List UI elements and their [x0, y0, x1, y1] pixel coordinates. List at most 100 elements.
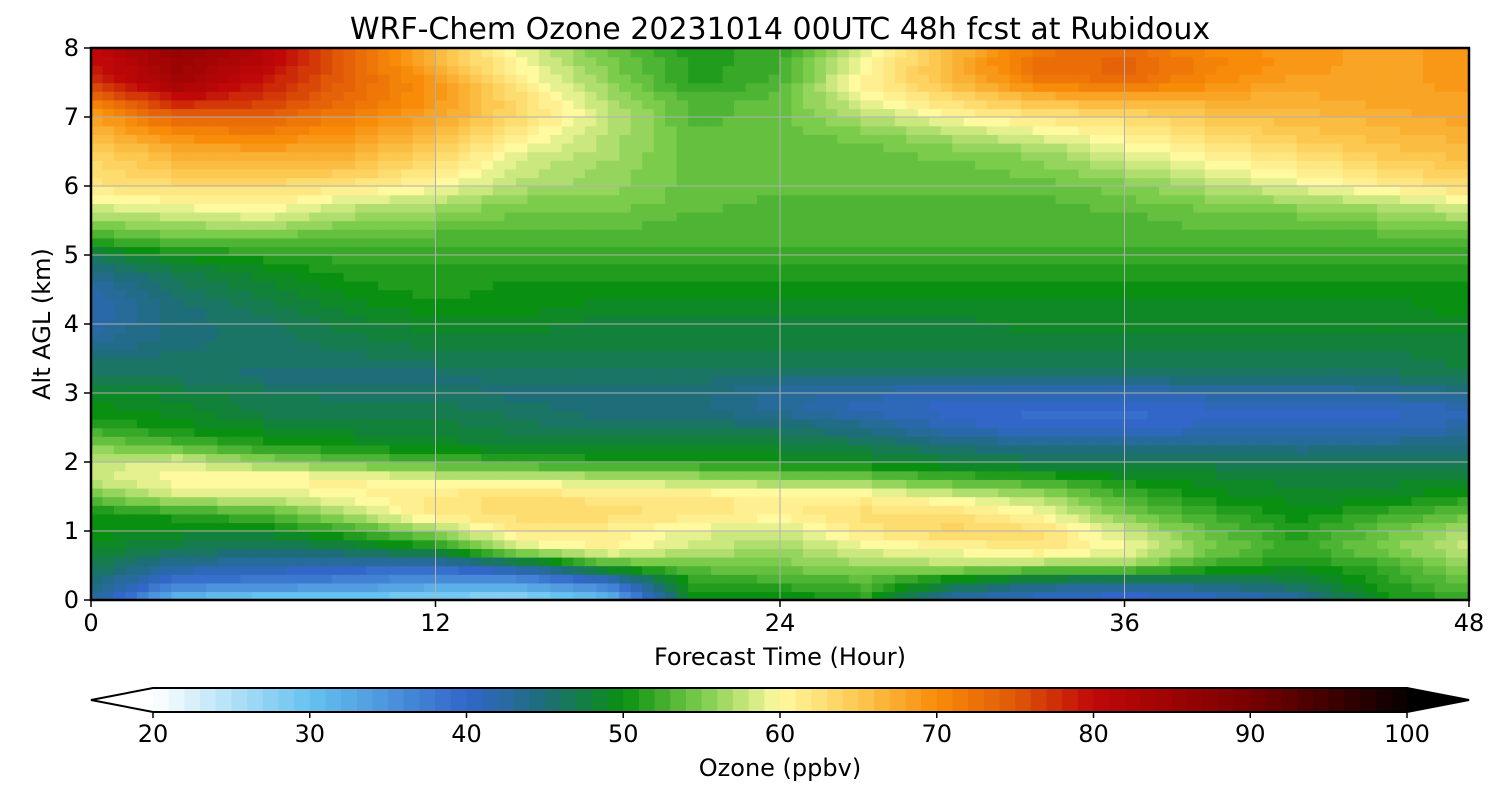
- heatmap-cell: [515, 384, 529, 394]
- heatmap-cell: [240, 444, 253, 455]
- heatmap-cell: [1250, 591, 1263, 600]
- heatmap-cell: [1101, 436, 1114, 446]
- heatmap-cell: [492, 487, 506, 498]
- heatmap-cell: [446, 418, 460, 429]
- heatmap-cell: [515, 487, 529, 498]
- heatmap-cell: [550, 522, 563, 532]
- heatmap-cell: [1250, 462, 1263, 472]
- heatmap-cell: [113, 418, 127, 429]
- heatmap-cell: [1331, 298, 1344, 308]
- heatmap-cell: [492, 470, 506, 480]
- heatmap-cell: [309, 427, 322, 437]
- heatmap-cell: [1067, 289, 1080, 299]
- heatmap-cell: [205, 280, 219, 291]
- heatmap-cell: [711, 349, 724, 360]
- heatmap-cell: [1078, 289, 1091, 299]
- heatmap-cell: [515, 418, 529, 429]
- heatmap-cell: [1239, 375, 1252, 386]
- heatmap-cell: [355, 522, 368, 532]
- heatmap-cell: [825, 522, 839, 532]
- heatmap-cell: [757, 375, 770, 386]
- heatmap-cell: [1170, 462, 1183, 472]
- heatmap-cell: [802, 246, 816, 256]
- heatmap-cell: [986, 298, 999, 308]
- heatmap-cell: [1113, 272, 1126, 282]
- heatmap-cell: [665, 453, 678, 463]
- heatmap-cell: [1216, 324, 1229, 334]
- heatmap-cell: [1400, 470, 1413, 480]
- heatmap-cell: [148, 453, 161, 463]
- heatmap-cell: [148, 255, 161, 265]
- heatmap-cell: [998, 306, 1011, 317]
- heatmap-cell: [699, 531, 712, 541]
- heatmap-cell: [1158, 367, 1172, 377]
- heatmap-cell: [481, 565, 494, 575]
- heatmap-cell: [102, 487, 115, 498]
- heatmap-cell: [1193, 298, 1206, 308]
- heatmap-cell: [102, 531, 115, 541]
- heatmap-cell: [538, 565, 552, 575]
- heatmap-cell: [699, 306, 712, 317]
- heatmap-cell: [1181, 384, 1195, 394]
- heatmap-cell: [561, 246, 574, 256]
- heatmap-cell: [389, 401, 402, 411]
- heatmap-cell: [446, 263, 460, 273]
- heatmap-cell: [274, 444, 287, 455]
- heatmap-cell: [1227, 436, 1241, 446]
- heatmap-cell: [561, 358, 574, 368]
- heatmap-cell: [780, 246, 793, 256]
- heatmap-cell: [1446, 427, 1459, 437]
- heatmap-cell: [1078, 565, 1091, 575]
- heatmap-cell: [297, 513, 310, 524]
- heatmap-cell: [699, 462, 712, 472]
- heatmap-cell: [240, 367, 253, 377]
- heatmap-cell: [389, 289, 402, 299]
- heatmap-cell: [1216, 427, 1229, 437]
- heatmap-cell: [366, 531, 379, 541]
- heatmap-cell: [906, 349, 919, 360]
- heatmap-cell: [1423, 513, 1436, 524]
- heatmap-cell: [148, 479, 161, 489]
- heatmap-cell: [125, 332, 138, 342]
- heatmap-cell: [825, 444, 839, 455]
- heatmap-cell: [1365, 496, 1378, 506]
- heatmap-cell: [619, 332, 632, 342]
- heatmap-cell: [401, 332, 414, 342]
- heatmap-cell: [1216, 496, 1229, 506]
- heatmap-cell: [883, 280, 896, 291]
- heatmap-cell: [1032, 556, 1045, 567]
- heatmap-cell: [883, 255, 896, 265]
- heatmap-cell: [837, 375, 850, 386]
- heatmap-cell: [1377, 539, 1390, 549]
- heatmap-cell: [1285, 280, 1298, 291]
- heatmap-cell: [676, 548, 689, 558]
- heatmap-cell: [1273, 582, 1286, 593]
- heatmap-cell: [998, 574, 1011, 584]
- heatmap-cell: [550, 513, 563, 524]
- heatmap-cell: [584, 367, 597, 377]
- heatmap-cell: [1331, 436, 1344, 446]
- heatmap-cell: [1044, 289, 1057, 299]
- heatmap-cell: [492, 548, 506, 558]
- heatmap-cell: [757, 306, 770, 317]
- heatmap-cell: [676, 522, 689, 532]
- heatmap-cell: [871, 565, 885, 575]
- heatmap-cell: [963, 367, 976, 377]
- heatmap-cell: [113, 410, 127, 420]
- heatmap-cell: [286, 237, 299, 248]
- heatmap-cell: [745, 280, 758, 291]
- heatmap-cell: [1055, 470, 1068, 480]
- heatmap-cell: [619, 367, 632, 377]
- heatmap-cell: [251, 289, 264, 299]
- heatmap-cell: [538, 341, 552, 351]
- heatmap-cell: [722, 367, 735, 377]
- heatmap-cell: [297, 479, 310, 489]
- heatmap-cell: [802, 375, 816, 386]
- heatmap-cell: [492, 462, 506, 472]
- heatmap-cell: [676, 306, 689, 317]
- heatmap-cell: [1204, 332, 1218, 342]
- heatmap-cell: [929, 263, 942, 273]
- heatmap-cell: [837, 436, 850, 446]
- heatmap-cell: [745, 375, 758, 386]
- heatmap-cell: [780, 375, 793, 386]
